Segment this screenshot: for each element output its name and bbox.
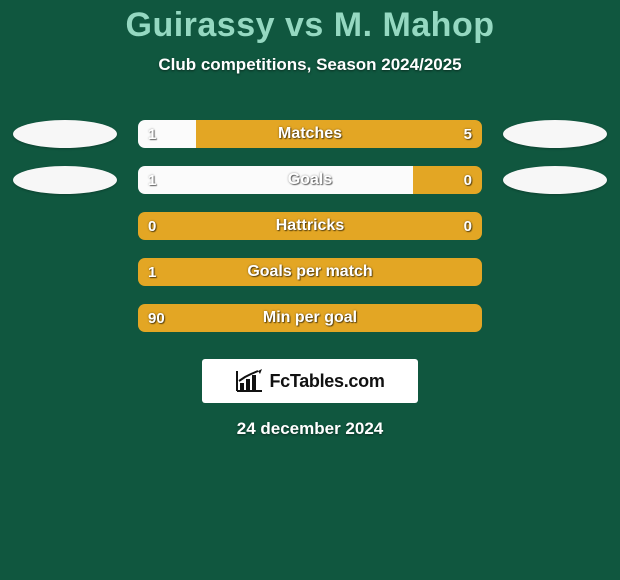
source-logo-text: FcTables.com: [269, 371, 384, 392]
stat-bar-left-segment: [138, 258, 482, 286]
stat-bar: 90Min per goal: [138, 304, 482, 332]
date-label: 24 december 2024: [0, 419, 620, 439]
stat-bar-right-segment: [196, 120, 482, 148]
left-badge-slot: [10, 165, 120, 195]
player-badge-right: [503, 166, 607, 194]
left-badge-slot: [10, 211, 120, 241]
right-badge-slot: [500, 119, 610, 149]
left-badge-slot: [10, 119, 120, 149]
stat-bar-left-segment: [138, 166, 413, 194]
left-badge-slot: [10, 257, 120, 287]
stat-row: 10Goals: [0, 157, 620, 203]
stat-row: 1Goals per match: [0, 249, 620, 295]
right-badge-slot: [500, 211, 610, 241]
stat-bar: 10Goals: [138, 166, 482, 194]
stat-row: 90Min per goal: [0, 295, 620, 341]
comparison-card: Guirassy vs M. Mahop Club competitions, …: [0, 0, 620, 580]
left-badge-slot: [10, 303, 120, 333]
stat-row: 15Matches: [0, 111, 620, 157]
right-badge-slot: [500, 165, 610, 195]
stat-bar-left-segment: [138, 120, 196, 148]
right-badge-slot: [500, 303, 610, 333]
right-badge-slot: [500, 257, 610, 287]
stat-row: 00Hattricks: [0, 203, 620, 249]
player-badge-left: [13, 120, 117, 148]
stat-bar-left-segment: [138, 304, 482, 332]
stat-bar-left-segment: [138, 212, 482, 240]
stat-rows: 15Matches 10Goals 00Hattricks 1Goals per ma…: [0, 111, 620, 341]
stat-bar: 1Goals per match: [138, 258, 482, 286]
source-logo: FcTables.com: [202, 359, 418, 403]
stat-bar-right-segment: [413, 166, 482, 194]
player-badge-right: [503, 120, 607, 148]
page-title: Guirassy vs M. Mahop: [0, 0, 620, 45]
bar-chart-icon: [235, 369, 263, 393]
stat-bar: 00Hattricks: [138, 212, 482, 240]
subtitle: Club competitions, Season 2024/2025: [0, 55, 620, 75]
stat-bar: 15Matches: [138, 120, 482, 148]
player-badge-left: [13, 166, 117, 194]
